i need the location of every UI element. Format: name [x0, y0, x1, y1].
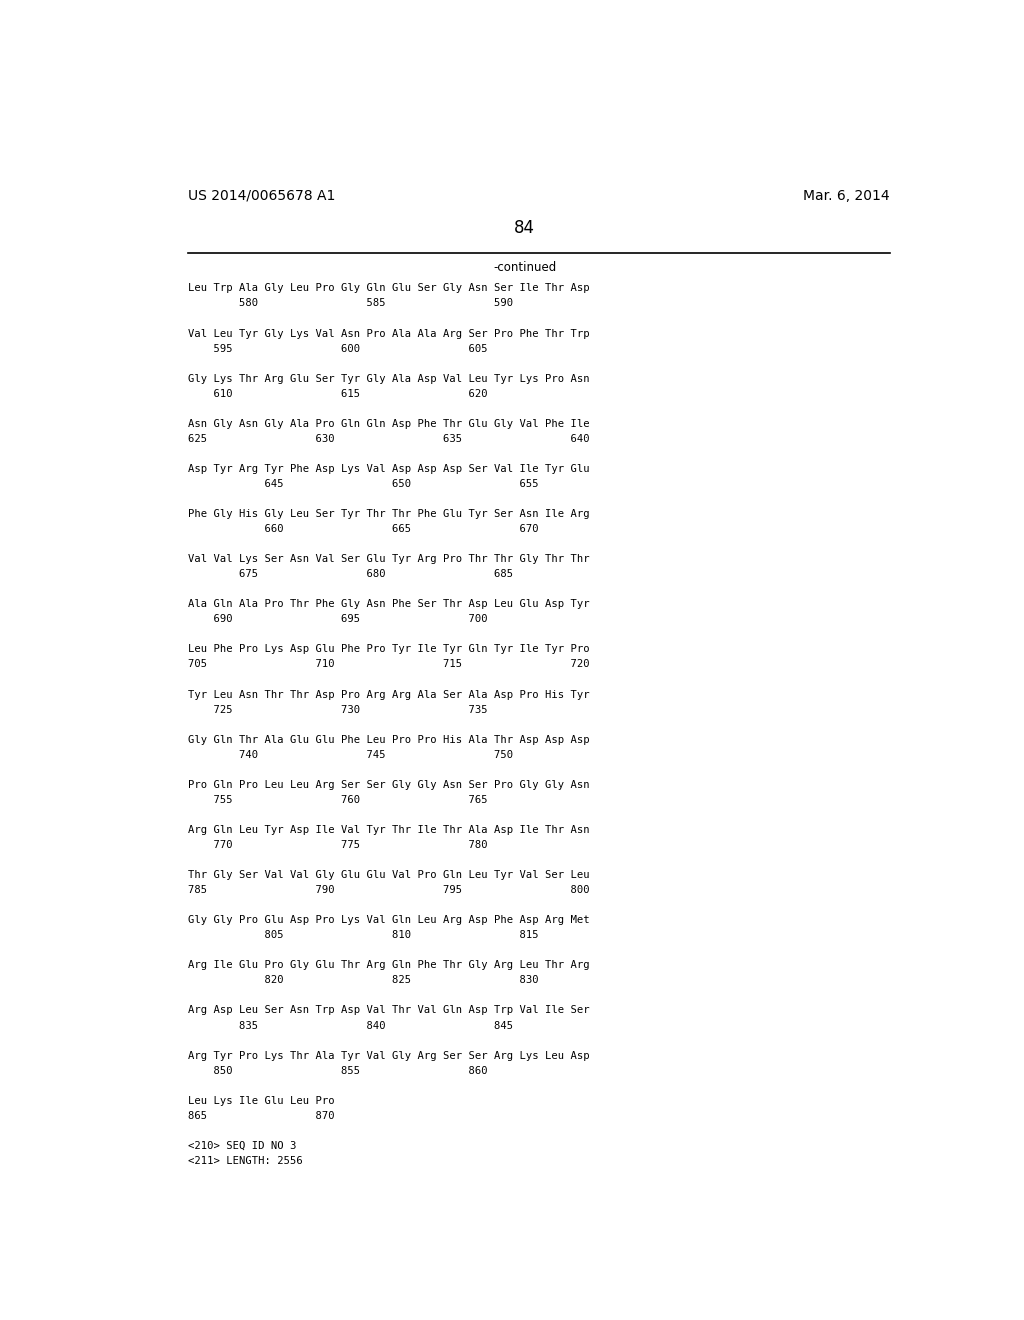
Text: 770                 775                 780: 770 775 780 [187, 840, 487, 850]
Text: 755                 760                 765: 755 760 765 [187, 795, 487, 805]
Text: Ala Gln Ala Pro Thr Phe Gly Asn Phe Ser Thr Asp Leu Glu Asp Tyr: Ala Gln Ala Pro Thr Phe Gly Asn Phe Ser … [187, 599, 589, 610]
Text: Val Leu Tyr Gly Lys Val Asn Pro Ala Ala Arg Ser Pro Phe Thr Trp: Val Leu Tyr Gly Lys Val Asn Pro Ala Ala … [187, 329, 589, 338]
Text: 595                 600                 605: 595 600 605 [187, 343, 487, 354]
Text: 805                 810                 815: 805 810 815 [187, 931, 539, 940]
Text: Thr Gly Ser Val Val Gly Glu Glu Val Pro Gln Leu Tyr Val Ser Leu: Thr Gly Ser Val Val Gly Glu Glu Val Pro … [187, 870, 589, 880]
Text: 785                 790                 795                 800: 785 790 795 800 [187, 886, 589, 895]
Text: <210> SEQ ID NO 3: <210> SEQ ID NO 3 [187, 1140, 296, 1151]
Text: Tyr Leu Asn Thr Thr Asp Pro Arg Arg Ala Ser Ala Asp Pro His Tyr: Tyr Leu Asn Thr Thr Asp Pro Arg Arg Ala … [187, 689, 589, 700]
Text: 850                 855                 860: 850 855 860 [187, 1065, 487, 1076]
Text: -continued: -continued [494, 261, 556, 275]
Text: Asn Gly Asn Gly Ala Pro Gln Gln Asp Phe Thr Glu Gly Val Phe Ile: Asn Gly Asn Gly Ala Pro Gln Gln Asp Phe … [187, 418, 589, 429]
Text: Arg Asp Leu Ser Asn Trp Asp Val Thr Val Gln Asp Trp Val Ile Ser: Arg Asp Leu Ser Asn Trp Asp Val Thr Val … [187, 1006, 589, 1015]
Text: 690                 695                 700: 690 695 700 [187, 614, 487, 624]
Text: Leu Phe Pro Lys Asp Glu Phe Pro Tyr Ile Tyr Gln Tyr Ile Tyr Pro: Leu Phe Pro Lys Asp Glu Phe Pro Tyr Ile … [187, 644, 589, 655]
Text: 740                 745                 750: 740 745 750 [187, 750, 513, 760]
Text: US 2014/0065678 A1: US 2014/0065678 A1 [187, 189, 335, 203]
Text: Asp Tyr Arg Tyr Phe Asp Lys Val Asp Asp Asp Ser Val Ile Tyr Glu: Asp Tyr Arg Tyr Phe Asp Lys Val Asp Asp … [187, 463, 589, 474]
Text: 725                 730                 735: 725 730 735 [187, 705, 487, 714]
Text: Val Val Lys Ser Asn Val Ser Glu Tyr Arg Pro Thr Thr Gly Thr Thr: Val Val Lys Ser Asn Val Ser Glu Tyr Arg … [187, 554, 589, 564]
Text: Phe Gly His Gly Leu Ser Tyr Thr Thr Phe Glu Tyr Ser Asn Ile Arg: Phe Gly His Gly Leu Ser Tyr Thr Thr Phe … [187, 510, 589, 519]
Text: 820                 825                 830: 820 825 830 [187, 975, 539, 986]
Text: 580                 585                 590: 580 585 590 [187, 298, 513, 309]
Text: 705                 710                 715                 720: 705 710 715 720 [187, 660, 589, 669]
Text: 84: 84 [514, 219, 536, 238]
Text: Gly Gln Thr Ala Glu Glu Phe Leu Pro Pro His Ala Thr Asp Asp Asp: Gly Gln Thr Ala Glu Glu Phe Leu Pro Pro … [187, 735, 589, 744]
Text: 675                 680                 685: 675 680 685 [187, 569, 513, 579]
Text: Arg Ile Glu Pro Gly Glu Thr Arg Gln Phe Thr Gly Arg Leu Thr Arg: Arg Ile Glu Pro Gly Glu Thr Arg Gln Phe … [187, 961, 589, 970]
Text: Gly Lys Thr Arg Glu Ser Tyr Gly Ala Asp Val Leu Tyr Lys Pro Asn: Gly Lys Thr Arg Glu Ser Tyr Gly Ala Asp … [187, 374, 589, 384]
Text: 645                 650                 655: 645 650 655 [187, 479, 539, 488]
Text: 625                 630                 635                 640: 625 630 635 640 [187, 434, 589, 444]
Text: 660                 665                 670: 660 665 670 [187, 524, 539, 535]
Text: Leu Lys Ile Glu Leu Pro: Leu Lys Ile Glu Leu Pro [187, 1096, 334, 1106]
Text: 865                 870: 865 870 [187, 1110, 334, 1121]
Text: 835                 840                 845: 835 840 845 [187, 1020, 513, 1031]
Text: Mar. 6, 2014: Mar. 6, 2014 [803, 189, 890, 203]
Text: <211> LENGTH: 2556: <211> LENGTH: 2556 [187, 1156, 302, 1166]
Text: Leu Trp Ala Gly Leu Pro Gly Gln Glu Ser Gly Asn Ser Ile Thr Asp: Leu Trp Ala Gly Leu Pro Gly Gln Glu Ser … [187, 284, 589, 293]
Text: Pro Gln Pro Leu Leu Arg Ser Ser Gly Gly Asn Ser Pro Gly Gly Asn: Pro Gln Pro Leu Leu Arg Ser Ser Gly Gly … [187, 780, 589, 789]
Text: Arg Gln Leu Tyr Asp Ile Val Tyr Thr Ile Thr Ala Asp Ile Thr Asn: Arg Gln Leu Tyr Asp Ile Val Tyr Thr Ile … [187, 825, 589, 836]
Text: Gly Gly Pro Glu Asp Pro Lys Val Gln Leu Arg Asp Phe Asp Arg Met: Gly Gly Pro Glu Asp Pro Lys Val Gln Leu … [187, 915, 589, 925]
Text: 610                 615                 620: 610 615 620 [187, 388, 487, 399]
Text: Arg Tyr Pro Lys Thr Ala Tyr Val Gly Arg Ser Ser Arg Lys Leu Asp: Arg Tyr Pro Lys Thr Ala Tyr Val Gly Arg … [187, 1051, 589, 1060]
